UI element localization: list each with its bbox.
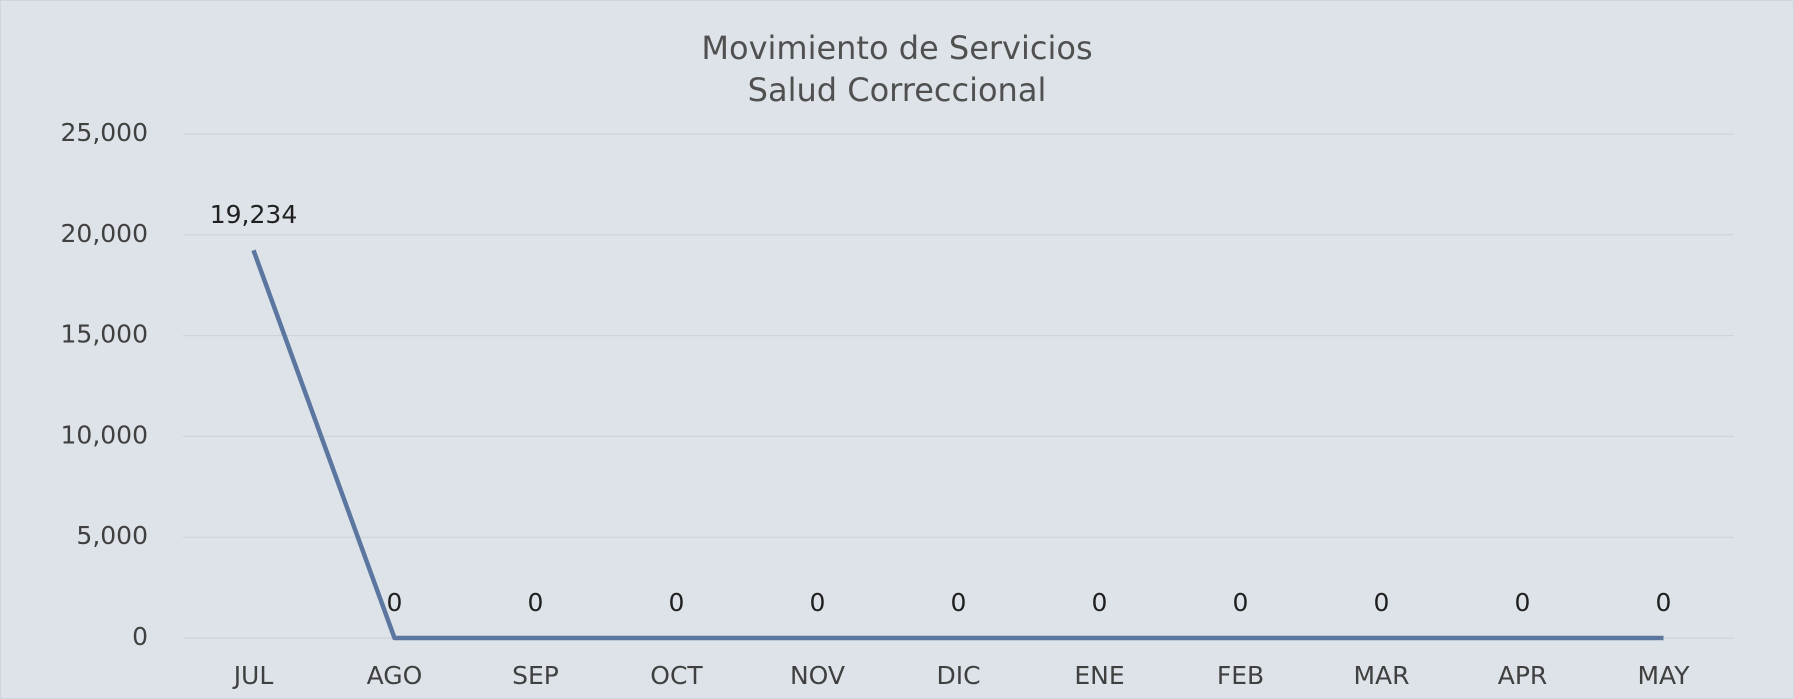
y-tick-label: 25,000	[61, 118, 148, 147]
x-tick-label: OCT	[650, 661, 703, 690]
data-label: 0	[528, 588, 544, 617]
data-label: 0	[1656, 588, 1672, 617]
chart-title: Movimiento de Servicios	[701, 29, 1092, 67]
x-tick-label: ENE	[1074, 661, 1124, 690]
y-tick-label: 15,000	[61, 320, 148, 349]
x-tick-label: MAR	[1353, 661, 1409, 690]
y-tick-label: 5,000	[76, 521, 148, 550]
data-label: 0	[1515, 588, 1531, 617]
chart-subtitle: Salud Correccional	[748, 71, 1047, 109]
data-label: 0	[387, 588, 403, 617]
x-tick-label: FEB	[1217, 661, 1264, 690]
x-tick-label: JUL	[232, 661, 274, 690]
data-label: 0	[1374, 588, 1390, 617]
data-label: 19,234	[210, 200, 297, 229]
data-label: 0	[951, 588, 967, 617]
x-tick-label: AGO	[367, 661, 423, 690]
data-label: 0	[669, 588, 685, 617]
x-tick-label: APR	[1498, 661, 1548, 690]
y-tick-label: 20,000	[61, 219, 148, 248]
x-tick-label: SEP	[512, 661, 559, 690]
x-tick-label: NOV	[790, 661, 845, 690]
x-tick-label: DIC	[936, 661, 980, 690]
data-label: 0	[810, 588, 826, 617]
data-label: 0	[1233, 588, 1249, 617]
y-tick-label: 0	[132, 622, 148, 651]
data-line	[251, 249, 1664, 641]
x-tick-label: MAY	[1637, 661, 1690, 690]
y-tick-label: 10,000	[61, 420, 148, 449]
data-label: 0	[1092, 588, 1108, 617]
